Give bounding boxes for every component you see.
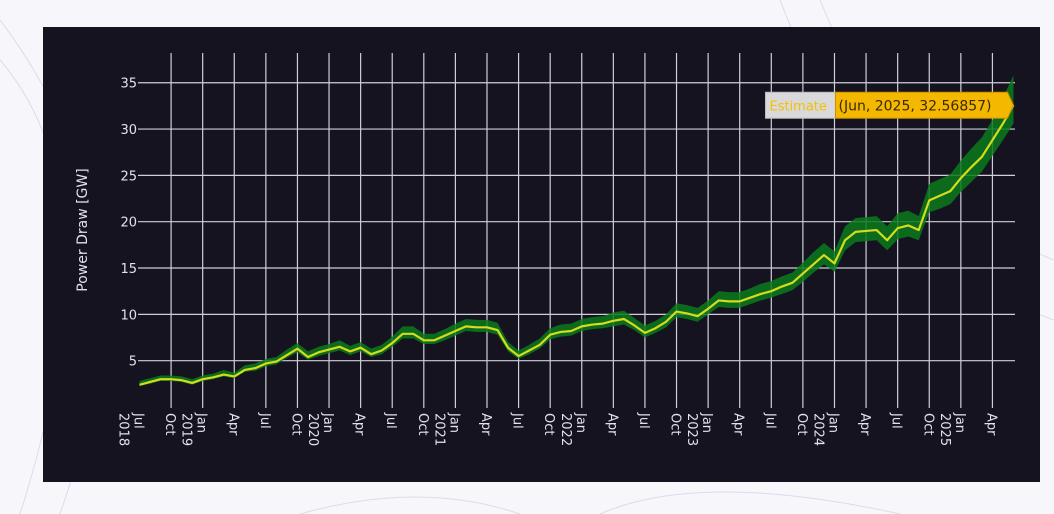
y-tick-label: 10: [120, 308, 137, 323]
x-tick-label: 2020: [305, 413, 320, 446]
x-tick-label: Oct: [288, 413, 303, 435]
x-tick-label: Apr: [478, 413, 493, 436]
x-tick-label: Oct: [415, 413, 430, 435]
y-axis-label: Power Draw [GW]: [75, 168, 91, 291]
x-tick-label: Jul: [889, 412, 904, 429]
x-tick-label: Oct: [794, 413, 809, 435]
x-tick-label: Oct: [668, 413, 683, 435]
chart-panel: 5 10 15 20 25 30 35 2018 Jul Oct 2019 Jan Apr Jul Oct…: [43, 27, 1040, 482]
tooltip-value-text: (Jun, 2025, 32.56857): [838, 98, 991, 114]
x-tick-label: Jan: [825, 412, 840, 433]
x-tick-label: Jul: [383, 412, 398, 429]
x-tick-label: Jul: [257, 412, 272, 429]
y-tick-label: 15: [120, 262, 137, 277]
x-tick-label: 2024: [810, 413, 825, 446]
x-tick-label: Jul: [762, 412, 777, 429]
y-tick-label: 20: [120, 216, 137, 231]
y-tick-label: 5: [129, 355, 137, 370]
x-tick-label: Jan: [446, 412, 461, 433]
grid: [138, 53, 1015, 408]
y-tick-label: 30: [120, 123, 137, 138]
x-tick-label: Apr: [731, 413, 746, 436]
x-tick-label: Apr: [983, 413, 998, 436]
x-tick-label: Oct: [162, 413, 177, 435]
x-tick-label: Apr: [604, 413, 619, 436]
uncertainty-band: [139, 75, 1014, 386]
tooltip-series-name: Estimate: [769, 99, 826, 114]
x-tick-label: Apr: [352, 413, 367, 436]
y-axis-ticks: 5 10 15 20 25 30 35: [120, 77, 137, 370]
x-tick-label: Jul: [131, 412, 146, 429]
x-tick-label: 2022: [558, 413, 573, 446]
tooltip-series-box: [764, 91, 836, 119]
x-axis-ticks: 2018 Jul Oct 2019 Jan Apr Jul Oct 2020 Jan Apr Jul O…: [116, 412, 999, 446]
y-tick-label: 35: [120, 77, 137, 92]
x-tick-label: 2023: [684, 413, 699, 446]
x-tick-label: Apr: [225, 413, 240, 436]
x-tick-label: Jan: [699, 412, 714, 433]
x-tick-label: Oct: [541, 413, 556, 435]
x-tick-label: Jul: [510, 412, 525, 429]
hover-tooltip: Estimate (Jun, 2025, 32.56857): [764, 91, 1015, 119]
x-tick-label: 2018: [116, 413, 131, 446]
x-tick-label: 2021: [431, 413, 446, 446]
x-tick-label: Jan: [194, 412, 209, 433]
x-tick-label: Jan: [952, 412, 967, 433]
x-tick-label: 2025: [937, 413, 952, 446]
x-tick-label: Jan: [573, 412, 588, 433]
x-tick-label: Apr: [857, 413, 872, 436]
x-tick-label: Jan: [320, 412, 335, 433]
x-tick-label: 2019: [179, 413, 194, 446]
x-tick-label: Oct: [920, 413, 935, 435]
y-tick-label: 25: [120, 169, 137, 184]
x-tick-label: Jul: [636, 412, 651, 429]
estimate-line[interactable]: [139, 104, 1015, 386]
tooltip-value-box: [834, 91, 1015, 119]
